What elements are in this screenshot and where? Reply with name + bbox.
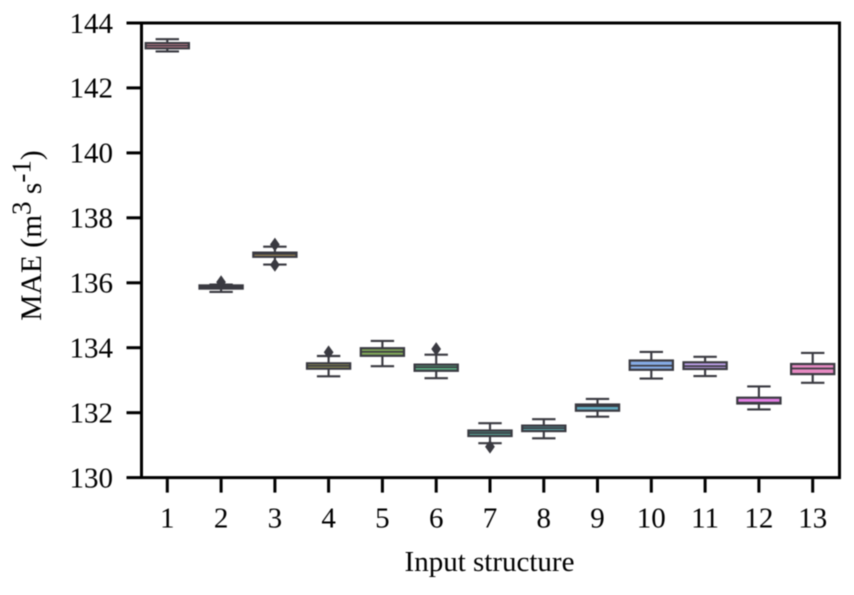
- svg-text:2: 2: [214, 503, 229, 535]
- svg-text:130: 130: [70, 462, 114, 494]
- svg-text:132: 132: [70, 398, 114, 430]
- svg-text:10: 10: [637, 503, 666, 535]
- svg-text:13: 13: [798, 503, 827, 535]
- svg-text:12: 12: [744, 503, 773, 535]
- svg-text:136: 136: [70, 268, 114, 300]
- svg-text:1: 1: [160, 503, 175, 535]
- svg-text:6: 6: [429, 503, 444, 535]
- svg-text:142: 142: [70, 73, 114, 105]
- svg-text:5: 5: [375, 503, 390, 535]
- svg-text:Input structure: Input structure: [405, 546, 575, 578]
- svg-text:9: 9: [590, 503, 605, 535]
- svg-text:4: 4: [321, 503, 336, 535]
- svg-text:11: 11: [691, 503, 719, 535]
- svg-text:138: 138: [70, 203, 114, 235]
- svg-text:134: 134: [70, 333, 114, 365]
- svg-text:144: 144: [70, 8, 114, 40]
- svg-text:3: 3: [268, 503, 283, 535]
- svg-text:8: 8: [537, 503, 552, 535]
- svg-text:7: 7: [483, 503, 498, 535]
- svg-text:140: 140: [70, 138, 114, 170]
